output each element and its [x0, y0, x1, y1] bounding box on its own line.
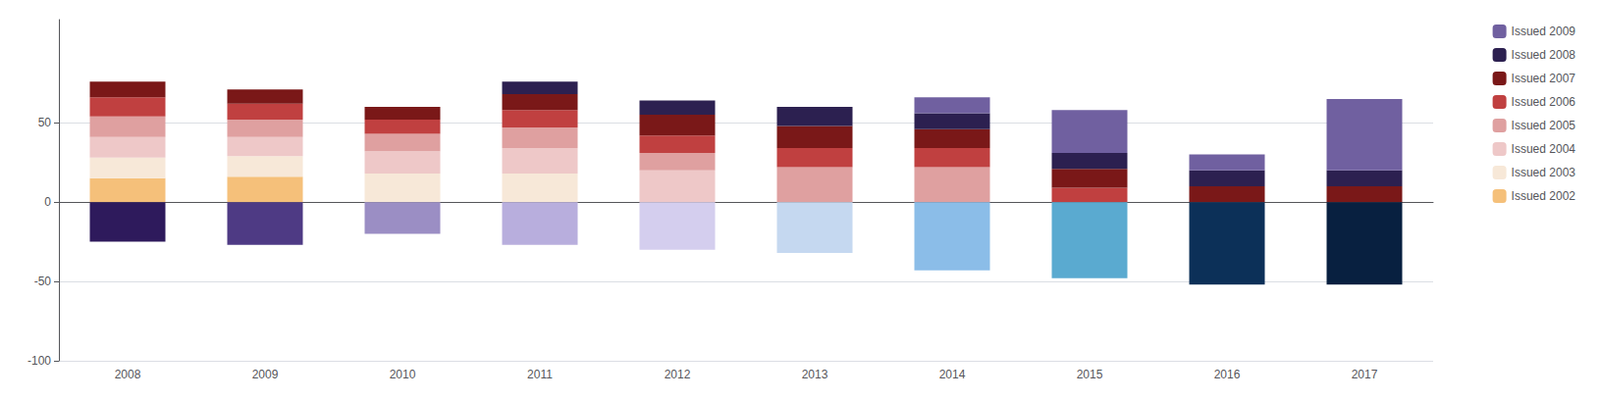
svg-text:2014: 2014	[939, 368, 966, 382]
svg-text:50: 50	[38, 115, 53, 130]
svg-text:2012: 2012	[664, 368, 692, 382]
svg-text:2008: 2008	[114, 368, 142, 382]
svg-text:2010: 2010	[389, 368, 417, 382]
svg-text:Issued 2009: Issued 2009	[1511, 24, 1577, 39]
svg-text:0: 0	[44, 195, 52, 210]
svg-text:Issued 2006: Issued 2006	[1511, 95, 1577, 109]
svg-text:2011: 2011	[527, 368, 553, 382]
svg-text:Issued 2007: Issued 2007	[1511, 71, 1577, 86]
svg-text:2013: 2013	[801, 368, 829, 382]
svg-text:Issued 2004: Issued 2004	[1511, 142, 1577, 157]
svg-text:2009: 2009	[252, 368, 279, 382]
svg-text:Issued 2005: Issued 2005	[1511, 118, 1577, 133]
svg-text:Issued 2003: Issued 2003	[1511, 165, 1577, 180]
svg-text:Issued 2002: Issued 2002	[1511, 189, 1577, 204]
svg-text:2015: 2015	[1076, 368, 1104, 382]
svg-text:-50: -50	[34, 274, 53, 289]
svg-text:2017: 2017	[1351, 368, 1379, 382]
svg-text:2016: 2016	[1214, 368, 1241, 382]
svg-text:-100: -100	[27, 354, 52, 369]
svg-text:Issued 2008: Issued 2008	[1511, 48, 1577, 62]
